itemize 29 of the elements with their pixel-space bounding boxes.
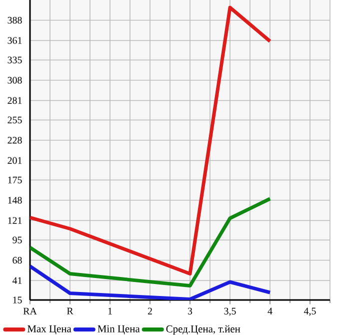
line-series [30, 264, 272, 300]
x-tick-label: 1 [108, 308, 112, 314]
line-series [30, 6, 272, 276]
y-tick-label: 388 [8, 16, 22, 24]
x-tick-label: 3 [188, 308, 192, 314]
y-tick-label: 15 [13, 296, 22, 304]
y-tick-label: 201 [8, 157, 22, 164]
x-tick-label: 2 [148, 308, 152, 314]
y-tick-label: 148 [8, 196, 22, 204]
line-series [30, 197, 272, 288]
y-tick-label: 175 [8, 176, 22, 184]
legend-label: Min Цена [98, 325, 140, 334]
legend-label: Max Цена [27, 325, 72, 334]
y-tick-label: 255 [8, 116, 22, 124]
y-tick-label: 95 [12, 236, 22, 244]
y-tick-label: 228 [8, 136, 22, 144]
x-tick-label: 3,5 [224, 308, 236, 316]
y-tick-label: 281 [8, 97, 22, 104]
y-tick-label: 68 [12, 256, 22, 264]
y-tick-label: 335 [8, 56, 22, 64]
legend-label: Сред.Цена, т.йен [166, 325, 240, 335]
y-tick-label: 41 [12, 277, 22, 284]
y-tick-label: 121 [8, 217, 22, 224]
x-tick-label: 4 [268, 308, 272, 314]
y-tick-label: 308 [8, 76, 22, 84]
y-tick-label: 361 [8, 37, 22, 44]
x-tick-label: RA [23, 308, 37, 314]
x-tick-label: R [66, 308, 74, 314]
x-tick-label: 4,5 [304, 308, 316, 316]
